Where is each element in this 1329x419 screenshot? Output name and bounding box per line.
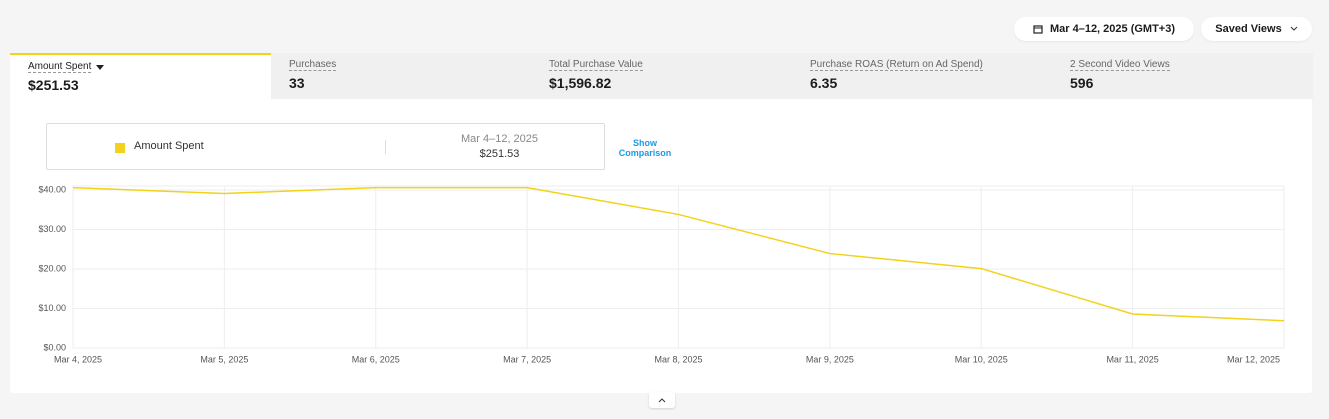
legend-label: Amount Spent <box>134 140 204 152</box>
saved-views-button[interactable]: Saved Views <box>1201 17 1312 41</box>
show-comparison[interactable]: Show Comparison <box>618 138 672 158</box>
x-tick-label: Mar 4, 2025 <box>54 354 102 364</box>
metric-value: $1,596.82 <box>549 75 612 91</box>
date-picker[interactable]: Mar 4–12, 2025 (GMT+3) <box>1014 17 1194 41</box>
metric-value: 33 <box>289 75 305 91</box>
metric-tab[interactable]: Purchases 33 <box>271 53 531 99</box>
metric-label: Purchases <box>289 59 337 71</box>
date-range: Mar 4–12, 2025 (GMT+3) <box>1049 23 1176 35</box>
metric-value: 596 <box>1070 75 1094 91</box>
x-tick-label: Mar 6, 2025 <box>352 354 400 364</box>
y-tick-label: $30.00 <box>38 224 66 234</box>
x-tick-label: Mar 12, 2025 <box>1227 354 1280 364</box>
chevron-down <box>1290 26 1298 31</box>
metric-label: Amount Spent <box>28 61 92 73</box>
chart-card <box>10 53 1312 393</box>
x-tick-label: Mar 8, 2025 <box>654 354 702 364</box>
series-line <box>72 186 1285 322</box>
calendar-icon <box>1033 25 1043 34</box>
metric-value: 6.35 <box>810 75 838 91</box>
metric-tab[interactable]: 2 Second Video Views 596 <box>1052 53 1313 99</box>
chevron-up <box>658 398 666 403</box>
y-tick-label: $0.00 <box>43 342 66 352</box>
y-tick-label: $40.00 <box>38 184 66 194</box>
metric-label: Purchase ROAS (Return on Ad Spend) <box>810 59 983 71</box>
y-tick-label: $20.00 <box>38 263 66 273</box>
divider <box>385 140 386 154</box>
legend-total: $251.53 <box>479 148 520 160</box>
metric-tab[interactable]: Total Purchase Value $1,596.82 <box>531 53 792 99</box>
x-tick-label: Mar 5, 2025 <box>200 354 248 364</box>
metric-label: 2 Second Video Views <box>1070 59 1170 71</box>
collapse-button[interactable] <box>649 392 675 408</box>
legend-date: Mar 4–12, 2025 <box>460 133 539 145</box>
x-tick-label: Mar 7, 2025 <box>503 354 551 364</box>
metric-tab[interactable]: Purchase ROAS (Return on Ad Spend) 6.35 <box>792 53 1052 99</box>
saved-views: Saved Views <box>1215 23 1282 35</box>
legend-box: Amount Spent Mar 4–12, 2025 $251.53 <box>46 123 605 170</box>
x-tick-label: Mar 10, 2025 <box>955 354 1008 364</box>
y-tick-label: $10.00 <box>38 303 66 313</box>
x-tick-label: Mar 9, 2025 <box>806 354 854 364</box>
metric-tab[interactable]: Amount Spent $251.53 <box>10 53 271 99</box>
dropdown-arrow <box>96 65 104 70</box>
metric-label: Total Purchase Value <box>549 59 643 71</box>
legend-swatch <box>115 143 125 153</box>
metric-value: $251.53 <box>28 77 79 93</box>
x-tick-label: Mar 11, 2025 <box>1106 354 1158 364</box>
